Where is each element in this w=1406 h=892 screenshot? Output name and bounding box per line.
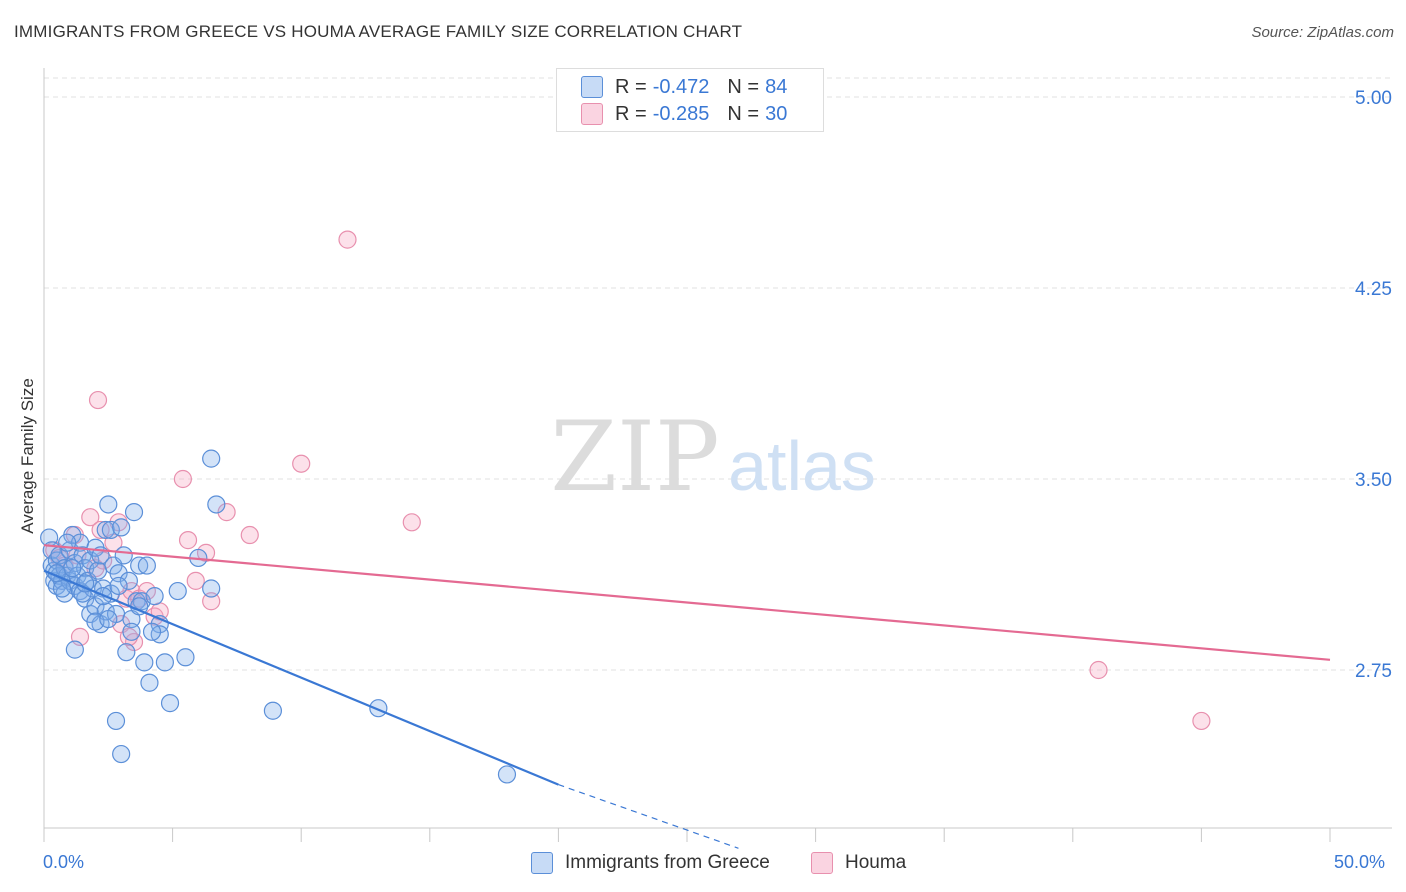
legend-n-label: N = xyxy=(727,102,760,125)
bottom-legend-greece[interactable]: Immigrants from Greece xyxy=(531,852,770,874)
greece-point xyxy=(109,564,128,583)
legend-r-value: -0.472 xyxy=(652,75,710,98)
y-tick-label: 4.25 xyxy=(1355,279,1392,300)
houma-point xyxy=(202,592,221,611)
greece-point xyxy=(263,701,283,720)
bottom-legend-label-greece: Immigrants from Greece xyxy=(565,852,770,873)
greece-point xyxy=(114,546,133,565)
houma-point xyxy=(402,513,421,532)
greece-point xyxy=(497,765,517,784)
x-tick-max: 50.0% xyxy=(1334,852,1386,872)
chart-title: IMMIGRANTS FROM GREECE VS HOUMA AVERAGE … xyxy=(14,22,743,41)
houma-point xyxy=(91,520,110,540)
legend-r-label: R = xyxy=(615,75,647,98)
greece-point xyxy=(52,579,72,598)
greece-point xyxy=(124,503,144,522)
houma-point xyxy=(88,390,108,410)
watermark: ZIP atlas xyxy=(550,401,876,513)
trend-lines xyxy=(43,544,1331,849)
greece-trend-extension xyxy=(558,784,739,849)
houma-point xyxy=(186,571,205,590)
legend-r-label: R = xyxy=(615,102,647,125)
greece-point xyxy=(122,622,141,641)
bottom-legend-label-houma: Houma xyxy=(845,852,907,873)
y-tick-label: 2.75 xyxy=(1355,661,1392,682)
greece-point xyxy=(130,556,149,575)
axes xyxy=(43,68,1392,842)
legend-swatch-greece xyxy=(581,76,603,98)
greece-point xyxy=(88,561,108,580)
greece-point xyxy=(142,622,162,641)
houma-point xyxy=(119,627,138,646)
source-label: Source: ZipAtlas.com xyxy=(1251,24,1394,41)
y-tick-label: 3.50 xyxy=(1355,470,1392,491)
bottom-legend-swatch-houma xyxy=(811,852,833,874)
greece-point xyxy=(47,551,66,570)
bottom-legend-houma[interactable]: Houma xyxy=(811,852,906,874)
greece-point xyxy=(168,581,187,601)
greece-point xyxy=(176,648,195,667)
y-tick-label: 5.00 xyxy=(1355,88,1392,109)
legend-n-label: N = xyxy=(727,75,760,98)
greece-point xyxy=(140,673,159,692)
houma-point xyxy=(173,469,192,489)
greece-point xyxy=(119,571,138,590)
greece-point xyxy=(155,653,174,672)
greece-point xyxy=(135,653,154,672)
greece-points xyxy=(40,449,517,784)
houma-point xyxy=(240,525,259,545)
legend-r-value: -0.285 xyxy=(652,102,710,125)
houma-point xyxy=(1089,660,1108,680)
greece-point xyxy=(99,609,118,629)
greece-point xyxy=(145,587,164,606)
greece-point xyxy=(117,643,136,662)
legend-row-greece: R = -0.472 N = 84 xyxy=(581,75,787,99)
greece-point xyxy=(137,556,156,575)
greece-trend-line xyxy=(43,569,559,786)
legend-swatch-houma xyxy=(581,103,603,125)
greece-point xyxy=(112,518,131,537)
houma-point xyxy=(217,503,236,522)
watermark-atlas: atlas xyxy=(728,427,876,505)
greece-point xyxy=(202,579,221,598)
houma-point xyxy=(130,589,149,608)
greece-point xyxy=(96,520,115,540)
greece-point xyxy=(65,640,84,659)
legend-n-value: 84 xyxy=(765,75,788,98)
greece-point xyxy=(99,495,118,514)
greece-point xyxy=(106,711,126,731)
y-tick-labels: 2.75 3.50 4.25 5.00 xyxy=(1355,88,1392,682)
stats-legend: R = -0.472 N = 84 R = -0.285 N = 30 xyxy=(556,68,824,132)
houma-point xyxy=(1192,711,1211,731)
watermark-zip: ZIP xyxy=(550,401,719,513)
bottom-legend-swatch-greece xyxy=(531,852,553,874)
houma-point xyxy=(292,454,311,473)
legend-n-value: 30 xyxy=(765,102,788,125)
legend-row-houma: R = -0.285 N = 30 xyxy=(581,102,787,126)
grid xyxy=(44,77,1392,671)
houma-point xyxy=(338,230,357,249)
greece-point xyxy=(207,495,226,514)
bottom-legend: Immigrants from Greece Houma xyxy=(0,852,1406,878)
greece-point xyxy=(63,559,82,578)
houma-point xyxy=(81,508,100,527)
houma-trend-line xyxy=(43,544,1331,661)
greece-point xyxy=(202,449,221,468)
greece-point xyxy=(160,694,180,713)
greece-point xyxy=(112,744,131,764)
greece-point xyxy=(86,597,105,616)
x-tick-min: 0.0% xyxy=(43,852,85,872)
greece-point xyxy=(109,576,128,596)
houma-point xyxy=(178,531,198,550)
